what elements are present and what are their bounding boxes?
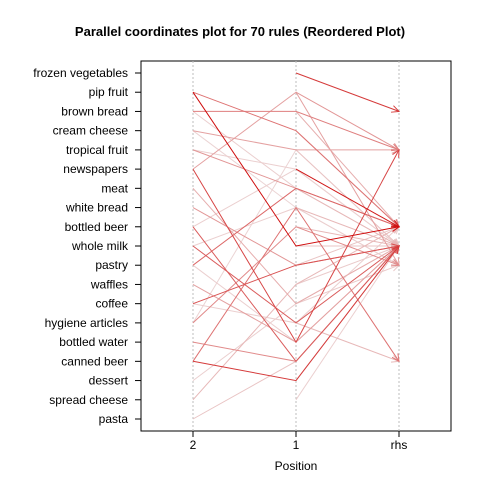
rule-line xyxy=(193,110,400,151)
rule-line xyxy=(192,130,399,151)
rule-line xyxy=(192,245,400,305)
rule-arrowhead xyxy=(390,105,401,113)
rule-line xyxy=(295,187,400,247)
y-tick-label: canned beer xyxy=(61,354,128,368)
x-tick-label: 1 xyxy=(293,438,300,452)
rule-line xyxy=(192,207,400,266)
y-tick-label: tropical fruit xyxy=(66,143,129,157)
rule-arrowhead xyxy=(392,148,400,158)
y-tick-label: pasta xyxy=(99,412,129,426)
rule-line xyxy=(295,322,400,362)
y-tick-label: spread cheese xyxy=(49,393,128,407)
x-axis-label: Position xyxy=(275,459,318,473)
rule-line xyxy=(295,245,400,285)
rule-line xyxy=(192,226,400,401)
rule-arrowhead xyxy=(390,259,401,267)
x-tick-label: rhs xyxy=(391,438,408,452)
rule-line xyxy=(295,168,400,228)
y-tick-label: whole milk xyxy=(71,239,129,253)
y-tick-label: bottled water xyxy=(59,335,128,349)
rule-line xyxy=(295,111,400,228)
rule-line xyxy=(295,72,400,112)
rule-line xyxy=(192,149,400,324)
rule-line xyxy=(192,91,400,228)
rule-line xyxy=(192,226,400,363)
y-tick-label: hygiene articles xyxy=(45,316,128,330)
y-tick-label: meat xyxy=(101,181,128,195)
y-tick-label: waffles xyxy=(90,277,128,291)
y-axis: frozen vegetables pip fruit brown bread cre… xyxy=(33,66,141,426)
y-tick-label: frozen vegetables xyxy=(33,66,128,80)
y-tick-label: pip fruit xyxy=(89,85,129,99)
rule-line xyxy=(192,207,400,266)
rule-line xyxy=(295,91,400,151)
rule-lines xyxy=(192,72,401,420)
rule-line xyxy=(295,207,400,247)
rule-arrowhead xyxy=(391,353,400,363)
y-tick-label: dessert xyxy=(89,374,129,388)
y-tick-label: newspapers xyxy=(63,162,128,176)
x-axis: 2 1 rhs xyxy=(190,431,408,452)
rule-line xyxy=(192,91,400,247)
rule-arrowhead xyxy=(391,245,400,254)
chart-title: Parallel coordinates plot for 70 rules (… xyxy=(75,24,405,39)
x-tick-label: 2 xyxy=(190,438,197,452)
y-tick-label: pastry xyxy=(95,258,128,272)
y-tick-label: brown bread xyxy=(61,104,128,118)
rule-line xyxy=(192,245,400,382)
y-tick-label: coffee xyxy=(96,297,129,311)
rule-arrowhead xyxy=(391,224,401,232)
rule-line xyxy=(192,206,400,362)
rule-line xyxy=(295,245,400,401)
y-tick-label: cream cheese xyxy=(53,124,129,138)
rule-line xyxy=(192,149,400,344)
y-tick-label: bottled beer xyxy=(65,220,128,234)
y-tick-label: white bread xyxy=(65,201,128,215)
